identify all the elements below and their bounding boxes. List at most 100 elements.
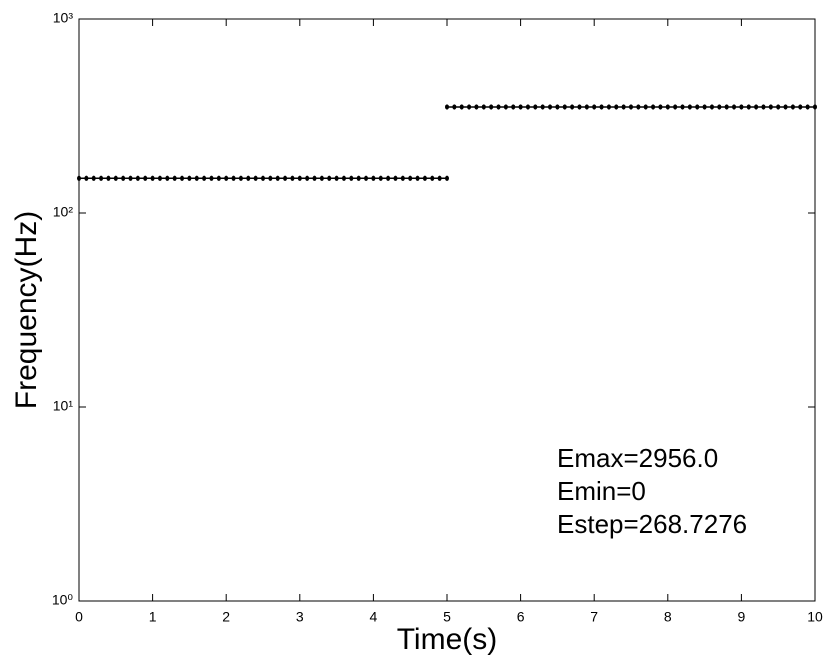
data-point: [761, 104, 766, 110]
data-point: [275, 175, 280, 181]
data-point: [636, 104, 641, 110]
data-point: [224, 175, 229, 181]
data-point: [91, 175, 96, 181]
data-point: [665, 104, 670, 110]
data-point: [445, 104, 449, 110]
data-point: [511, 104, 516, 110]
data-point: [305, 175, 310, 181]
data-point: [584, 104, 589, 110]
data-point: [496, 104, 501, 110]
data-point: [783, 104, 788, 110]
data-point: [525, 104, 530, 110]
data-point: [408, 175, 413, 181]
data-point: [297, 175, 302, 181]
data-point: [474, 104, 479, 110]
data-point: [555, 104, 560, 110]
x-tick-label: 9: [738, 609, 746, 625]
data-point: [77, 175, 81, 181]
data-point: [238, 175, 243, 181]
data-point: [165, 175, 170, 181]
data-point: [422, 175, 427, 181]
data-point: [651, 104, 656, 110]
data-point: [319, 175, 324, 181]
data-point: [327, 175, 332, 181]
data-point: [577, 104, 582, 110]
annotation: Estep=268.7276: [557, 509, 747, 539]
data-point: [680, 104, 685, 110]
data-point: [489, 104, 494, 110]
data-point: [592, 104, 597, 110]
x-tick-label: 1: [149, 609, 157, 625]
data-point: [467, 104, 472, 110]
data-point: [99, 175, 104, 181]
data-point: [452, 104, 457, 110]
data-point: [106, 175, 111, 181]
data-point: [231, 175, 236, 181]
x-tick-label: 3: [296, 609, 304, 625]
data-point: [415, 175, 420, 181]
data-point: [84, 175, 89, 181]
data-point: [658, 104, 663, 110]
x-tick-label: 0: [75, 609, 83, 625]
x-tick-label: 7: [590, 609, 598, 625]
data-point: [746, 104, 751, 110]
data-point: [364, 175, 369, 181]
data-point: [768, 104, 773, 110]
data-point: [732, 104, 737, 110]
data-point: [246, 175, 251, 181]
data-point: [194, 175, 199, 181]
data-point: [283, 175, 288, 181]
data-point: [209, 175, 214, 181]
data-point: [776, 104, 781, 110]
data-point: [518, 104, 523, 110]
data-point: [798, 104, 803, 110]
data-point: [135, 175, 140, 181]
data-point: [739, 104, 744, 110]
data-point: [400, 175, 405, 181]
data-point: [754, 104, 759, 110]
annotation: Emin=0: [557, 476, 646, 506]
data-point: [371, 175, 376, 181]
data-point: [643, 104, 648, 110]
data-point: [356, 175, 361, 181]
data-point: [459, 104, 464, 110]
data-point: [143, 175, 148, 181]
x-tick-label: 5: [443, 609, 451, 625]
data-point: [334, 175, 339, 181]
y-tick-label: 10¹: [53, 398, 74, 414]
data-point: [702, 104, 707, 110]
data-point: [533, 104, 538, 110]
data-point: [805, 104, 810, 110]
data-point: [724, 104, 729, 110]
data-point: [349, 175, 354, 181]
data-point: [481, 104, 486, 110]
data-point: [709, 104, 714, 110]
data-point: [687, 104, 692, 110]
data-point: [430, 175, 435, 181]
x-tick-label: 2: [222, 609, 230, 625]
y-tick-label: 10³: [53, 10, 74, 26]
data-point: [562, 104, 567, 110]
data-point: [673, 104, 678, 110]
data-point: [503, 104, 508, 110]
data-point: [790, 104, 795, 110]
data-point: [813, 104, 817, 110]
data-point: [180, 175, 185, 181]
x-tick-label: 8: [664, 609, 672, 625]
data-point: [386, 175, 391, 181]
data-point: [290, 175, 295, 181]
data-point: [312, 175, 317, 181]
data-point: [216, 175, 221, 181]
data-point: [341, 175, 346, 181]
data-point: [548, 104, 553, 110]
data-point: [540, 104, 545, 110]
data-point: [172, 175, 177, 181]
data-point: [253, 175, 258, 181]
data-point: [268, 175, 273, 181]
data-point: [437, 175, 442, 181]
x-tick-label: 6: [517, 609, 525, 625]
data-point: [629, 104, 633, 110]
data-point: [695, 104, 700, 110]
